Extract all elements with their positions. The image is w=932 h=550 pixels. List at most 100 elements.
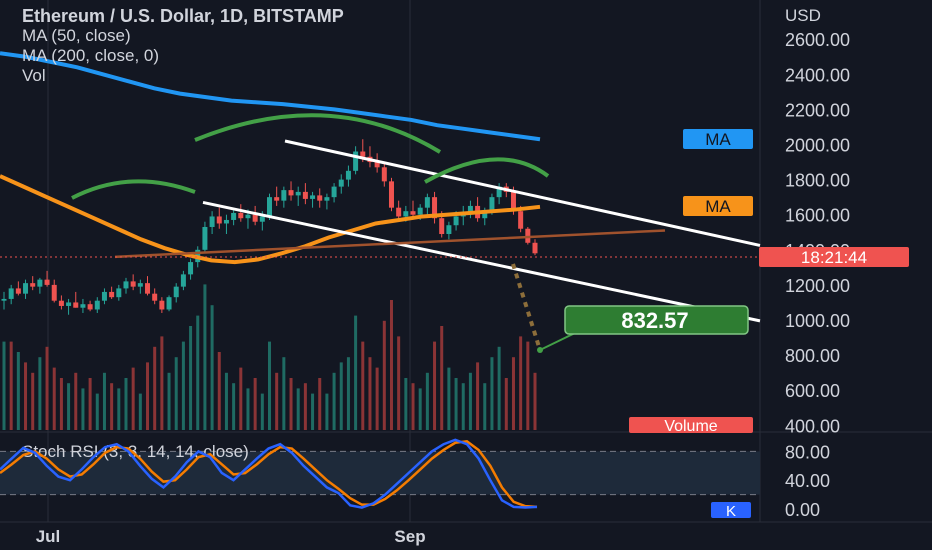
candle-body [338, 179, 344, 187]
indicator-ma50[interactable]: MA (50, close) [22, 26, 131, 45]
volume-bar [504, 378, 508, 430]
volume-bar [511, 357, 515, 430]
candle-body [259, 216, 265, 222]
candle-body [288, 190, 294, 196]
candle-body [173, 286, 179, 298]
stoch-band [0, 451, 760, 495]
volume-bar [160, 336, 164, 430]
candle-body [295, 191, 301, 196]
volume-bar [411, 383, 415, 430]
stoch-k-line [0, 438, 538, 509]
symbol-title[interactable]: Ethereum / U.S. Dollar, 1D, BITSTAMP [22, 6, 344, 26]
candle-body [238, 212, 244, 219]
candle-body [489, 197, 495, 212]
candle-body [331, 186, 337, 198]
candle-body [388, 181, 394, 208]
candle-body [145, 283, 151, 294]
candle-body [180, 274, 186, 287]
candle-body [252, 214, 258, 222]
volume-bar [88, 378, 92, 430]
volume-bar [117, 388, 121, 430]
candle-body [216, 216, 222, 224]
candle-body [381, 167, 387, 182]
candle-body [159, 300, 165, 310]
right-shoulder-arc [424, 157, 550, 184]
volume-bar [38, 357, 42, 430]
candle-body [482, 211, 488, 219]
candle-body [446, 225, 452, 235]
volume-bar [418, 388, 422, 430]
candle-body [94, 300, 100, 310]
price-tick-label: 1000.00 [785, 311, 850, 331]
projection-line [511, 263, 542, 351]
indicator-ma200[interactable]: MA (200, close, 0) [22, 46, 160, 65]
volume-bar [45, 346, 49, 430]
candle-body [101, 291, 107, 301]
volume-bar [382, 320, 386, 430]
k-badge-label: K [726, 503, 736, 520]
price-tick-label: 800.00 [785, 346, 840, 366]
countdown-label: 18:21:44 [801, 248, 867, 267]
stoch-tick-label: 40.00 [785, 471, 830, 491]
volume-bar [533, 372, 537, 430]
volume-bar [253, 378, 257, 430]
volume-bar [325, 393, 329, 430]
candle-body [525, 228, 531, 243]
candle-body [310, 195, 316, 199]
candle-body [80, 304, 86, 308]
price-tick-label: 1600.00 [785, 206, 850, 226]
volume-bar [210, 305, 214, 430]
volume-bar [24, 362, 28, 430]
candle-body [518, 211, 524, 229]
volume-bar [9, 341, 13, 430]
target-pointer [539, 332, 576, 351]
ma200-badge [683, 129, 753, 149]
head-arc [194, 113, 442, 154]
candle-body [410, 211, 416, 215]
volume-bar [81, 388, 85, 430]
price-tick-label: 2000.00 [785, 136, 850, 156]
ma50-badge [683, 196, 753, 216]
candle-body [137, 283, 143, 287]
volume-bar [375, 367, 379, 430]
volume-bar [490, 357, 494, 430]
volume-bar [110, 383, 114, 430]
volume-bar [368, 357, 372, 430]
candle-body [267, 197, 272, 217]
volume-bar [526, 341, 530, 430]
volume-bar [346, 357, 350, 430]
volume-bar [397, 336, 401, 430]
candle-body [166, 297, 172, 310]
volume-bar [483, 383, 487, 430]
candle-body [317, 195, 323, 201]
volume-bar [95, 393, 99, 430]
volume-bar [447, 367, 451, 430]
volume-bar [74, 372, 78, 430]
candle-body [37, 279, 43, 287]
stoch-tick-label: 0.00 [785, 500, 820, 520]
candle-body [109, 291, 115, 298]
candle-body [432, 197, 438, 219]
volume-bar [217, 352, 221, 430]
neckline [114, 229, 666, 259]
volume-badge [629, 417, 753, 433]
candle-body [152, 293, 158, 301]
candle-body [23, 283, 29, 294]
volume-bar [102, 372, 106, 430]
volume-bar [318, 378, 322, 430]
indicator-volume[interactable]: Vol [22, 66, 46, 85]
volume-bar [425, 372, 429, 430]
channel-lower-line [202, 200, 761, 323]
volume-bar [224, 372, 228, 430]
price-tick-label: 2400.00 [785, 65, 850, 85]
volume-bar [67, 383, 71, 430]
candle-body [374, 162, 380, 168]
candle-body [510, 191, 516, 212]
volume-bar [303, 383, 307, 430]
candle-body [396, 207, 402, 217]
time-label: Sep [394, 527, 425, 546]
candle-body [30, 283, 36, 287]
ma200-line [0, 51, 541, 142]
volume-bar [275, 372, 279, 430]
